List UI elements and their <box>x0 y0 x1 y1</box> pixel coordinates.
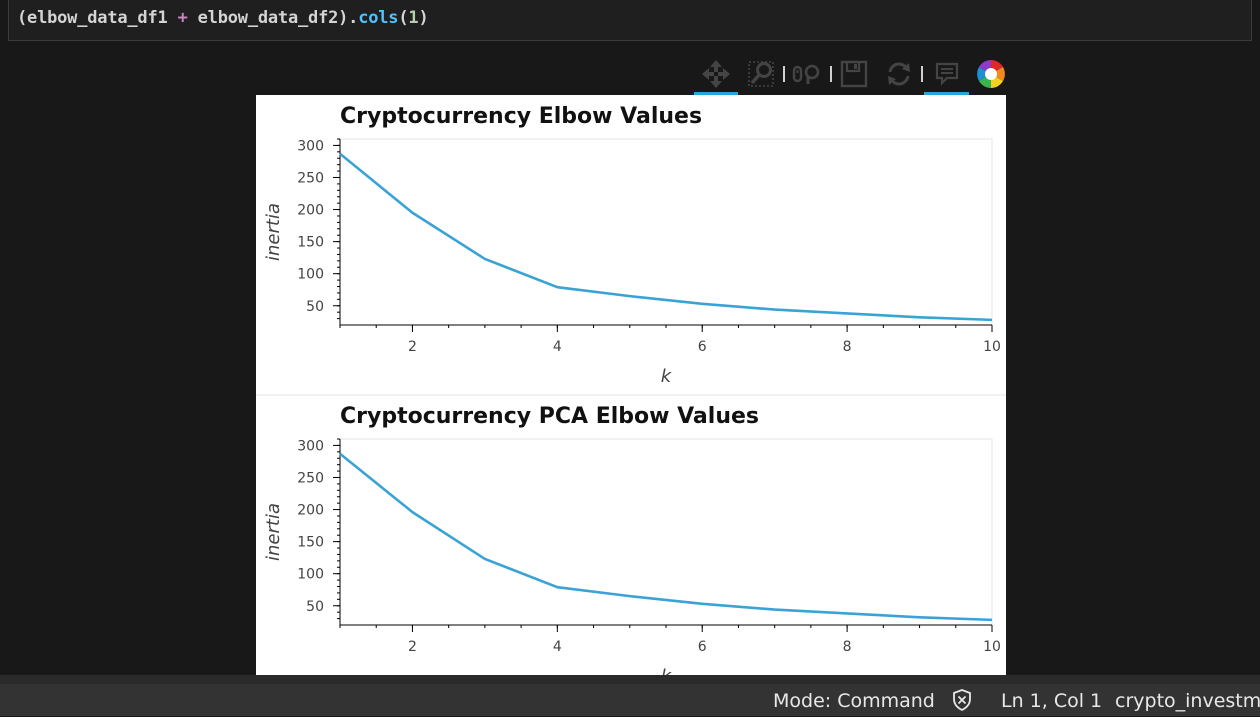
code-cell[interactable]: (elbow_data_df1 + elbow_data_df2).cols(1… <box>8 0 1252 41</box>
series-line <box>339 452 993 622</box>
x-tick-label: 6 <box>698 339 707 355</box>
y-tick-label: 200 <box>297 503 324 519</box>
reset-icon <box>884 59 914 89</box>
toolbar-separator <box>783 66 785 82</box>
plot-divider <box>256 394 1006 396</box>
plot-title: Cryptocurrency Elbow Values <box>340 104 703 129</box>
y-axis-label: inertia <box>263 203 284 261</box>
hover-icon <box>933 60 961 88</box>
code-line[interactable]: (elbow_data_df1 + elbow_data_df2).cols(1… <box>17 8 429 28</box>
plot-title: Cryptocurrency PCA Elbow Values <box>340 404 759 429</box>
save-tool-button[interactable] <box>836 56 872 92</box>
y-tick-label: 100 <box>297 567 324 583</box>
x-tick-label: 8 <box>843 339 852 355</box>
pan-icon <box>701 59 731 89</box>
toolbar-separator <box>830 66 832 82</box>
kernel-filename[interactable]: crypto_investments <box>1115 690 1260 712</box>
y-tick-label: 300 <box>297 138 324 154</box>
mode-indicator[interactable]: Mode: Command <box>773 690 935 712</box>
y-tick-label: 250 <box>297 170 324 186</box>
wheel-zoom-tool-button[interactable] <box>790 56 824 92</box>
shield-icon[interactable] <box>951 688 973 717</box>
y-tick-label: 150 <box>297 535 324 551</box>
x-tick-label: 2 <box>408 639 417 655</box>
y-tick-label: 100 <box>297 267 324 283</box>
bokeh-logo-icon <box>975 58 1007 90</box>
y-tick-label: 300 <box>297 438 324 454</box>
toolbar-separator <box>921 66 923 82</box>
elbow-plot: 2 4 6 8 10 300 250 200 150 100 50 k inertia Cryptocu… <box>256 95 1006 395</box>
plot-toolbar <box>694 56 1014 96</box>
x-tick-label: 4 <box>553 339 562 355</box>
y-tick-label: 50 <box>306 299 324 315</box>
code-operator: + <box>177 8 188 28</box>
box-zoom-icon <box>746 59 776 89</box>
code-paren: ( <box>398 8 409 28</box>
x-tick-label: 6 <box>698 639 707 655</box>
plot-panel: 2 4 6 8 10 300 250 200 150 100 50 k inertia Cryptocu… <box>256 95 1006 675</box>
plot-frame <box>339 438 993 626</box>
box-zoom-tool-button[interactable] <box>744 56 778 92</box>
pan-tool-button[interactable] <box>694 56 738 95</box>
x-tick-label: 10 <box>983 339 1001 355</box>
plot-frame <box>339 138 993 326</box>
save-icon <box>839 59 869 89</box>
code-token: (elbow_data_df1 <box>17 8 178 28</box>
y-tick-label: 250 <box>297 470 324 486</box>
x-tick-label: 2 <box>408 339 417 355</box>
status-bar: Mode: Command Ln 1, Col 1 crypto_investm… <box>0 675 1260 717</box>
code-method: cols <box>358 8 399 28</box>
horizontal-scrollbar[interactable] <box>0 675 1260 684</box>
x-axis-label: k <box>661 666 673 675</box>
x-tick-label: 4 <box>553 639 562 655</box>
code-number: 1 <box>408 8 419 28</box>
code-token: elbow_data_df2). <box>187 8 359 28</box>
pca-elbow-plot: 2 4 6 8 10 300 250 200 150 100 50 k inertia Cryptocu… <box>256 395 1006 675</box>
y-axis-label: inertia <box>263 503 284 561</box>
code-paren: ) <box>418 8 429 28</box>
elbow-chart-svg: 2 4 6 8 10 300 250 200 150 100 50 k inertia <box>263 138 1001 387</box>
reset-tool-button[interactable] <box>882 56 916 92</box>
y-tick-label: 200 <box>297 203 324 219</box>
bokeh-logo-link[interactable] <box>974 56 1008 92</box>
cursor-position[interactable]: Ln 1, Col 1 <box>1001 690 1103 712</box>
x-tick-label: 8 <box>843 639 852 655</box>
wheel-zoom-icon <box>791 59 823 89</box>
y-tick-label: 50 <box>306 599 324 615</box>
series-line <box>339 152 993 322</box>
pca-elbow-chart-svg: 2 4 6 8 10 300 250 200 150 100 50 k inertia <box>263 438 1001 675</box>
x-axis-label: k <box>661 366 673 387</box>
y-tick-label: 150 <box>297 235 324 251</box>
hover-tool-button[interactable] <box>924 56 969 95</box>
x-tick-label: 10 <box>983 639 1001 655</box>
